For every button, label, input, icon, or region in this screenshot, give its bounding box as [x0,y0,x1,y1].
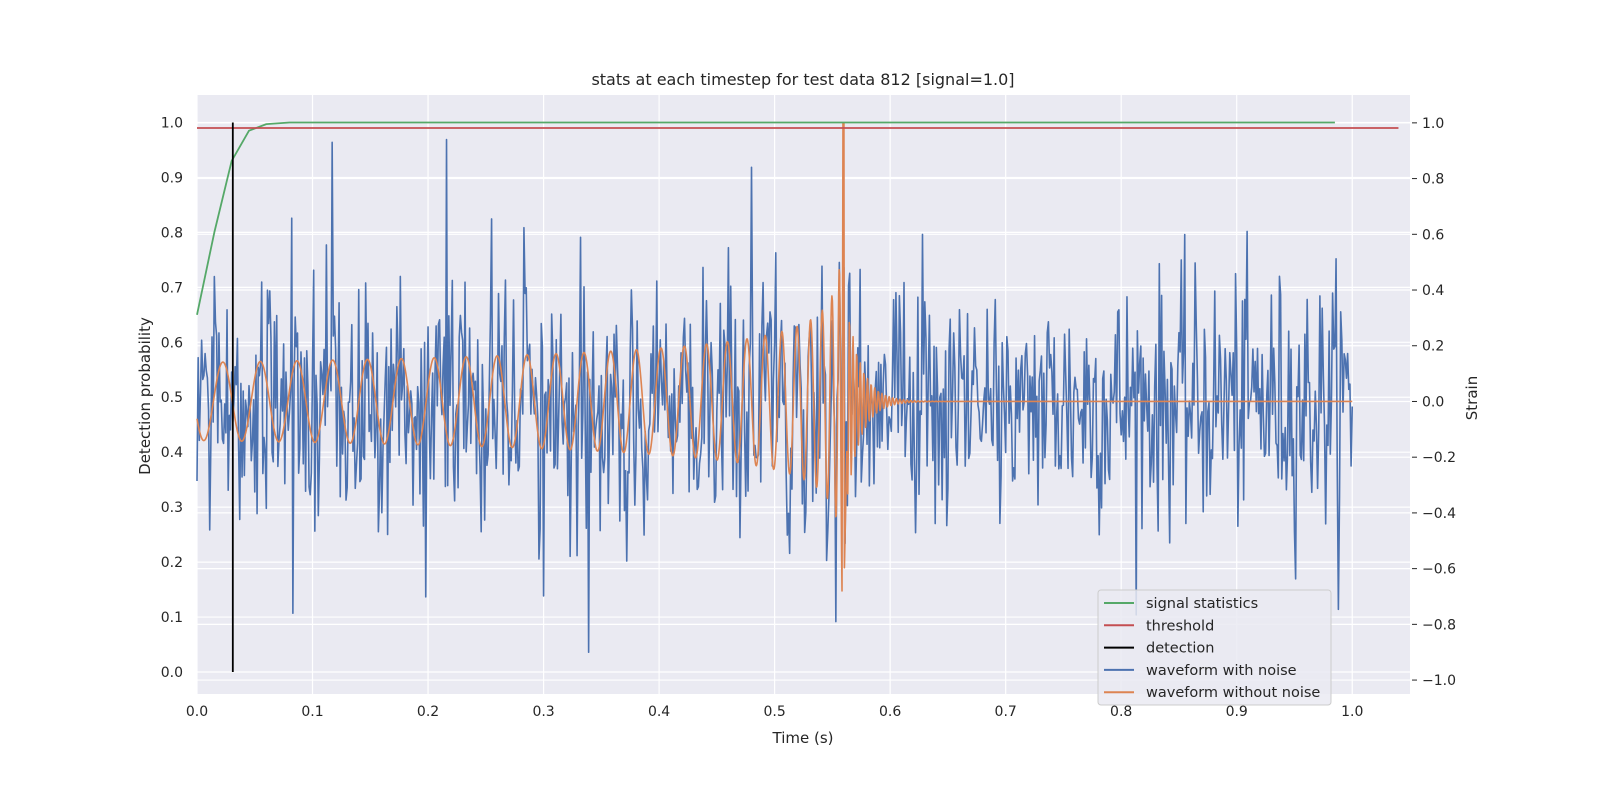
y-right-tick-label: −0.4 [1422,506,1456,522]
y-axis-left-label: Detection probability [136,317,154,475]
y-right-tick-label: −0.8 [1422,617,1456,633]
y-axis-right-label: Strain [1463,376,1481,420]
y-right-tick-label: 0.6 [1422,227,1444,243]
legend-box [1097,589,1332,706]
x-tick-label: 0.8 [1110,704,1132,720]
legend-label: signal statistics [1146,596,1258,612]
y-right-tick-label: −1.0 [1422,673,1456,689]
y-right-tick-label: 1.0 [1422,116,1444,132]
y-left-tick-label: 0.8 [161,225,183,241]
y-left-tick-label: 0.9 [161,170,183,186]
y-right-tick-label: 0.2 [1422,339,1444,355]
y-left-tick-label: 1.0 [161,115,183,131]
y-right-tick-label: 0.0 [1422,394,1444,410]
y-left-tick-label: 0.6 [161,335,183,351]
chart-title: stats at each timestep for test data 812… [591,70,1014,89]
legend-label: waveform with noise [1146,663,1297,679]
y-right-tick-label: 0.4 [1422,283,1444,299]
x-tick-label: 0.6 [879,704,901,720]
series-signal-statistics [196,121,1335,316]
y-left-tick-label: 0.4 [161,445,183,461]
y-right-tick-label: 0.8 [1422,172,1444,188]
y-left-tick-label: 0.1 [161,610,183,626]
legend-label: waveform without noise [1146,685,1320,701]
x-tick-label: 0.5 [763,704,785,720]
y-right-tick-label: −0.6 [1422,562,1456,578]
y-left-tick-label: 0.7 [161,280,183,296]
x-axis-label: Time (s) [772,729,834,747]
x-tick-label: 0.0 [186,704,208,720]
x-tick-label: 0.3 [532,704,554,720]
x-tick-label: 0.4 [648,704,670,720]
legend-label: threshold [1146,618,1214,634]
x-tick-label: 0.2 [417,704,439,720]
legend-label: detection [1146,641,1214,657]
series-layer [196,121,1399,673]
legend: signal statistics threshold detection wavef… [1097,589,1332,706]
y-right-tick-label: −0.2 [1422,450,1456,466]
y-left-tick-label: 0.0 [161,665,183,681]
y-left-tick-label: 0.5 [161,390,183,406]
x-tick-label: 0.1 [301,704,323,720]
axes: 0.0 0.1 0.2 0.3 0.4 0.5 0.6 0.7 0.8 0.9 1.0 0.0 0.1 0… [161,115,1456,720]
x-tick-label: 0.9 [1226,704,1248,720]
x-tick-label: 0.7 [995,704,1017,720]
x-tick-label: 1.0 [1341,704,1363,720]
series-waveform-without-noise [196,122,1353,592]
y-left-tick-label: 0.3 [161,500,183,516]
y-left-tick-label: 0.2 [161,555,183,571]
